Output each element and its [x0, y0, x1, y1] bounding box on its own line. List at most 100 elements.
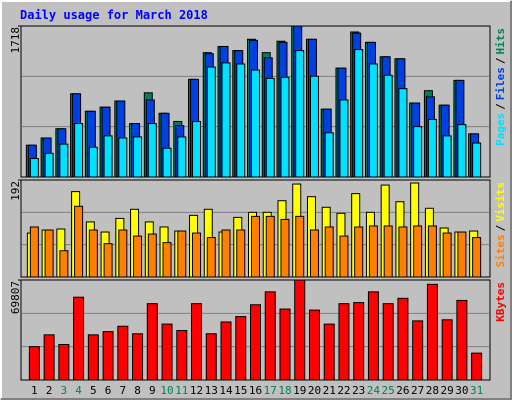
bar [427, 225, 437, 278]
y-tick-label: 69807 [9, 281, 22, 314]
x-tick-label: 25 [382, 384, 395, 397]
legend: Sites / Visits [494, 182, 507, 268]
legend-entry: KBytes [494, 282, 507, 322]
x-tick-label: 30 [455, 384, 468, 397]
bar [398, 88, 408, 178]
bar [426, 283, 438, 381]
legend: KBytes [494, 282, 507, 322]
chart-title: Daily usage for March 2018 [20, 8, 208, 22]
bar [58, 344, 70, 381]
bar [118, 229, 128, 278]
x-tick-label: 20 [308, 384, 321, 397]
bar [59, 250, 69, 278]
x-tick-label: 22 [337, 384, 350, 397]
bar [308, 309, 320, 381]
legend-entry: Sites [494, 234, 507, 267]
bar [383, 74, 393, 178]
bar [383, 225, 393, 278]
bar [413, 225, 423, 278]
x-tick-label: 18 [278, 384, 291, 397]
bar [295, 50, 305, 178]
x-tick-label: 1 [31, 384, 38, 397]
x-tick-label: 12 [190, 384, 203, 397]
bar [338, 303, 350, 381]
bar [368, 225, 378, 278]
x-tick-label: 5 [90, 384, 97, 397]
bar [220, 321, 232, 381]
bar [206, 237, 216, 278]
bar [103, 243, 113, 278]
bar [441, 319, 453, 381]
bar [192, 121, 202, 178]
bar [133, 136, 143, 178]
bar [294, 279, 306, 381]
x-tick-label: 7 [120, 384, 127, 397]
x-tick-label: 21 [323, 384, 336, 397]
bar [59, 143, 69, 178]
bar [236, 63, 246, 178]
x-tick-label: 14 [219, 384, 233, 397]
bar [118, 137, 128, 178]
bar [206, 66, 216, 178]
bar [162, 147, 172, 178]
x-tick-label: 3 [61, 384, 68, 397]
bar [457, 124, 467, 178]
bar [265, 77, 275, 178]
bar [427, 118, 437, 178]
bar [339, 99, 349, 178]
bar [442, 232, 452, 278]
bar [250, 304, 261, 381]
bar [221, 229, 231, 278]
x-tick-label: 16 [249, 384, 262, 397]
bar [73, 296, 85, 381]
x-tick-label: 15 [234, 384, 247, 397]
x-tick-label: 28 [426, 384, 439, 397]
y-tick-label: 1718 [9, 27, 22, 54]
bar [43, 334, 55, 381]
bar [472, 237, 482, 278]
bar [442, 135, 452, 178]
legend-entry: Visits [494, 182, 507, 222]
bar [117, 325, 129, 381]
x-tick-label: 31 [470, 384, 483, 397]
bar [177, 230, 187, 278]
bar [251, 69, 260, 178]
bar [221, 62, 231, 178]
bar [161, 323, 173, 381]
bar [146, 303, 158, 381]
bar [398, 226, 408, 278]
bar [354, 226, 364, 278]
bar [235, 316, 247, 381]
bar [339, 235, 349, 278]
bar [162, 242, 172, 278]
bar [88, 229, 98, 278]
bar [367, 291, 379, 381]
bar [192, 232, 202, 278]
bar [103, 135, 113, 178]
x-tick-label: 13 [205, 384, 218, 397]
bar [74, 205, 84, 278]
legend-entry: Pages [494, 113, 507, 146]
x-tick-label: 27 [411, 384, 424, 397]
bar [309, 75, 319, 178]
x-tick-label: 6 [105, 384, 112, 397]
bar [177, 136, 187, 178]
bar [279, 308, 291, 381]
bar [88, 146, 98, 178]
bar [236, 229, 246, 278]
x-tick-label: 11 [175, 384, 188, 397]
bar [44, 229, 54, 278]
x-tick-label: 24 [367, 384, 381, 397]
bar [354, 49, 364, 178]
x-tick-label: 19 [293, 384, 306, 397]
bar [28, 346, 40, 381]
x-tick-label: 10 [160, 384, 173, 397]
bar [353, 302, 365, 381]
bar [397, 297, 409, 381]
legend-entry: Files [494, 67, 507, 100]
bar [264, 291, 276, 381]
bar [323, 323, 335, 381]
